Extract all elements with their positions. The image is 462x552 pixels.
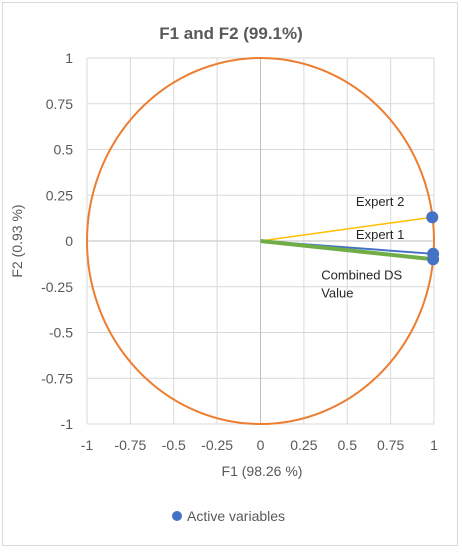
x-tick-label: 0.25 (290, 437, 317, 453)
y-tick-label: 0.25 (46, 187, 73, 203)
legend-marker (172, 511, 182, 521)
variable-point (426, 211, 439, 224)
correlation-circle-chart: F1 and F2 (99.1%) Expert 2 Expert 1 Combin… (9, 24, 440, 524)
variable-label: Value (321, 285, 353, 300)
y-tick-labels: 1 0.75 0.5 0.25 0 -0.25 -0.5 -0.75 -1 (41, 50, 73, 432)
y-tick-label: 0.75 (46, 96, 73, 112)
circle-layer (86, 57, 435, 425)
variable-label: Combined DS (321, 267, 402, 282)
y-tick-label: 1 (65, 50, 73, 66)
x-tick-label: 0.5 (338, 437, 358, 453)
variable-label: Expert 1 (356, 227, 404, 242)
x-tick-label: 0.75 (377, 437, 404, 453)
chart-frame: F1 and F2 (99.1%) Expert 2 Expert 1 Combin… (2, 2, 458, 546)
x-tick-label: -0.75 (114, 437, 146, 453)
x-tick-label: -0.5 (162, 437, 186, 453)
unit-circle (86, 57, 435, 425)
y-tick-label: 0 (65, 233, 73, 249)
variable-vector (260, 216, 433, 242)
y-tick-label: -0.5 (49, 325, 73, 341)
x-axis-label: F1 (98.26 %) (222, 463, 303, 479)
variable-point (427, 253, 440, 266)
variable-vector (260, 239, 434, 262)
legend-label: Active variables (187, 508, 285, 524)
y-tick-label: -1 (61, 416, 74, 432)
y-tick-label: -0.75 (41, 370, 73, 386)
x-tick-label: 1 (430, 437, 438, 453)
y-tick-label: 0.5 (54, 142, 74, 158)
x-tick-label: -0.25 (201, 437, 233, 453)
x-tick-label: -1 (81, 437, 94, 453)
chart-title: F1 and F2 (99.1%) (159, 24, 303, 43)
x-tick-labels: -1 -0.75 -0.5 -0.25 0 0.25 0.5 0.75 1 (81, 437, 438, 453)
variable-label: Expert 2 (356, 194, 404, 209)
y-tick-label: -0.25 (41, 279, 73, 295)
variable-vectors: Expert 2 Expert 1 Combined DS Value (260, 194, 440, 300)
x-tick-label: 0 (257, 437, 265, 453)
y-axis-label: F2 (0.93 %) (9, 204, 25, 277)
